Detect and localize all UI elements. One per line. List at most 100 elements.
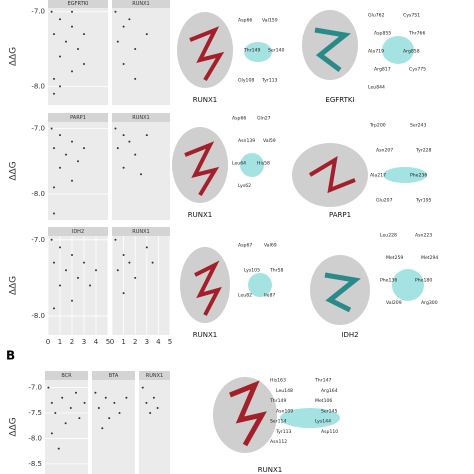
strip xyxy=(112,113,170,122)
point xyxy=(113,401,116,404)
point xyxy=(122,134,125,137)
point xyxy=(53,186,55,189)
point xyxy=(71,254,73,257)
residue-label: Tyr195 xyxy=(415,198,432,204)
residue-label: Met294 xyxy=(421,255,438,261)
residue-label: Asp66 xyxy=(232,116,246,122)
strip-title: EGFRTKI xyxy=(68,1,89,7)
residue-label: Arg300 xyxy=(421,300,438,306)
point xyxy=(83,401,86,404)
point xyxy=(118,412,121,415)
panel-bg xyxy=(48,122,108,220)
protein-label: RUNX1 xyxy=(193,331,217,339)
strip xyxy=(112,0,170,8)
point xyxy=(97,406,100,409)
y-tick-label: -8.0 xyxy=(28,434,42,442)
residue-label: Phe236 xyxy=(410,173,427,179)
residue-label: Asn112 xyxy=(270,439,287,445)
residue-label: Tyr113 xyxy=(261,78,278,84)
y-tick-label: -7.0 xyxy=(28,384,42,392)
point xyxy=(71,299,73,302)
strip-title: RUNX1 xyxy=(132,115,149,121)
residue-label: Val59 xyxy=(263,138,276,144)
point xyxy=(53,212,55,215)
residue-label: Arg858 xyxy=(403,49,420,55)
residue-label: Glu207 xyxy=(376,198,393,204)
residue-label: Asp110 xyxy=(321,429,338,435)
residue-label: Val209 xyxy=(386,300,402,306)
point xyxy=(122,62,125,65)
point xyxy=(53,92,55,95)
residue-label: Trp200 xyxy=(369,123,386,129)
point xyxy=(53,147,55,150)
point xyxy=(53,33,55,36)
protein-label: EGFRTKI xyxy=(325,96,354,104)
panel-bg xyxy=(112,8,170,105)
point xyxy=(128,18,131,21)
x-tick-label: 1 xyxy=(58,338,62,346)
point xyxy=(69,406,72,409)
point xyxy=(59,166,61,169)
point xyxy=(140,173,142,176)
point xyxy=(77,276,79,279)
residue-label: Val69 xyxy=(264,243,277,249)
y-tick-label: -7.0 xyxy=(31,125,45,133)
strip-title: IDH2 xyxy=(72,229,84,235)
residue-label: Leu64 xyxy=(232,161,246,167)
residue-label: Ser114 xyxy=(270,419,286,425)
strip-title: BTA xyxy=(109,373,119,379)
point xyxy=(71,10,73,13)
panel-bg xyxy=(112,236,170,335)
point xyxy=(134,153,137,156)
point xyxy=(71,25,73,28)
residue-label: Asn207 xyxy=(376,148,393,154)
point xyxy=(122,25,125,28)
strip-title: PARP1 xyxy=(70,115,86,121)
point xyxy=(50,238,53,241)
residue-label: Phe180 xyxy=(415,278,432,284)
y-axis-label: ΔΔG xyxy=(9,47,19,66)
y-tick-label: -8.0 xyxy=(31,82,45,90)
residue-label: Asn109 xyxy=(276,408,293,414)
point xyxy=(108,417,111,420)
panel-label: B xyxy=(6,349,15,363)
y-axis-label: ΔΔG xyxy=(9,276,19,295)
panel-bg xyxy=(45,380,88,474)
point xyxy=(53,77,55,80)
y-tick-label: -7.0 xyxy=(31,236,45,244)
residue-label: Ser145 xyxy=(321,408,337,414)
y-tick-label: -8.5 xyxy=(28,460,42,468)
residue-label: Thr149 xyxy=(269,398,286,404)
point xyxy=(128,140,131,143)
strip-title: RUNX1 xyxy=(132,229,149,235)
point xyxy=(57,447,60,450)
point xyxy=(59,246,61,249)
x-tick-label: 4 xyxy=(156,338,161,346)
strip-title: RUNX1 xyxy=(146,373,163,379)
strip xyxy=(48,227,108,236)
point xyxy=(65,40,67,43)
residue-label: Lys105 xyxy=(244,268,260,274)
point xyxy=(53,307,55,310)
residue-label: Leu844 xyxy=(368,85,385,91)
residue-label: Cys775 xyxy=(409,67,426,73)
point xyxy=(116,147,119,150)
residue-label: Arg164 xyxy=(321,388,338,394)
point xyxy=(122,166,125,169)
x-tick-label: 2 xyxy=(133,338,137,346)
point xyxy=(83,261,85,264)
residue-label: Glu762 xyxy=(368,13,385,19)
residue-label: Leu228 xyxy=(380,233,397,239)
residue-label: Arg817 xyxy=(374,67,391,73)
point xyxy=(74,391,77,394)
residue-label: Val159 xyxy=(262,18,278,24)
protein-label: IDH2 xyxy=(341,331,358,339)
residue-label: Gly108 xyxy=(238,78,254,84)
point xyxy=(134,77,137,80)
point xyxy=(61,396,64,399)
point xyxy=(77,160,79,163)
residue-label: Ser243 xyxy=(410,123,426,129)
point xyxy=(145,134,148,137)
strip xyxy=(139,371,170,380)
